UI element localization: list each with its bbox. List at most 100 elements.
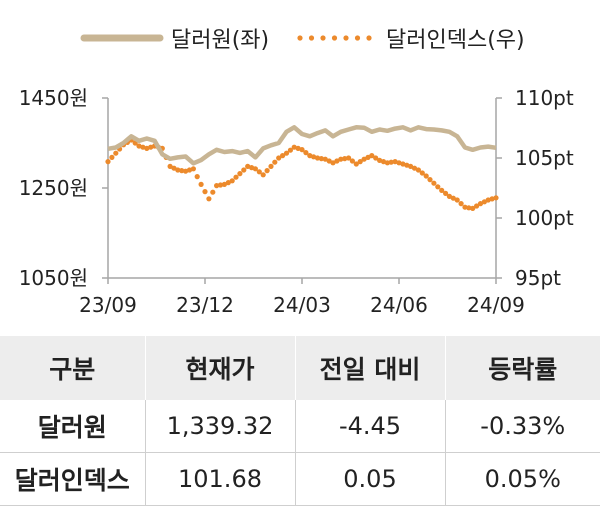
data-point [314,155,321,161]
data-point [202,189,208,195]
data-point [373,155,379,161]
data-point [148,144,154,150]
data-point [415,167,421,173]
data-point [338,156,344,162]
data-point [353,161,359,167]
header-change: 전일 대비 [295,336,446,400]
data-point [210,189,216,195]
table-header-row: 구분 현재가 전일 대비 등락률 [0,336,600,400]
data-point [474,203,480,209]
data-point [198,181,204,187]
data-point [214,183,220,189]
series-dollar-index [105,137,499,211]
header-rate: 등락률 [445,336,600,400]
series-usdkrw-line [107,125,497,166]
legend-dot [297,35,303,41]
data-point [136,143,142,149]
legend-label-dollar-index: 달러인덱스(우) [386,28,525,53]
data-point [377,157,383,163]
legend-dot [366,35,372,41]
data-point [349,158,355,164]
data-point [311,154,317,160]
data-point [388,159,394,165]
row-name: 달러인덱스 [0,452,146,506]
legend-dot [331,35,338,41]
data-point [283,150,290,156]
data-point [233,174,239,180]
x-tick-label: 24/09 [467,293,525,317]
data-point [485,197,491,203]
data-point [322,156,328,162]
header-category: 구분 [0,336,146,400]
x-tick-label: 23/09 [79,293,137,317]
data-point [276,155,282,161]
x-tick-label: 24/06 [370,293,428,317]
data-point [458,201,464,207]
data-point [411,165,418,171]
data-point [477,201,484,207]
data-point [221,181,227,187]
data-point [109,154,115,160]
x-tick-label: 23/12 [176,293,234,317]
data-point [272,159,278,165]
data-point [419,170,425,176]
data-point [186,167,193,173]
data-point [260,172,266,178]
row-change: 0.05 [295,452,446,506]
data-point [318,156,324,162]
data-point [245,163,251,169]
data-point [217,182,224,188]
data-point [229,178,235,184]
data-point [392,159,398,165]
y-right-axis: 110pt 105pt 100pt 95pt [496,86,574,290]
data-point [435,184,441,190]
table-row: 달러원 1,339.32 -4.45 -0.33% [0,400,600,453]
data-point [396,160,402,166]
legend-dot [320,35,326,41]
data-point [175,167,181,173]
data-point [206,196,212,202]
legend-label-usdkrw: 달러원(좌) [171,28,269,53]
data-point [264,168,270,174]
y-right-tick-label: 105pt [515,146,574,170]
data-point [342,156,348,162]
data-point [268,163,274,169]
data-point [299,147,305,153]
data-point [287,147,293,153]
data-point [225,180,231,186]
row-change: -4.45 [295,400,446,453]
y-left-tick-label: 1250원 [19,176,88,200]
header-price: 현재가 [145,336,296,400]
x-tick-label: 24/03 [273,293,331,317]
data-point [330,160,336,166]
data-point [190,166,196,172]
data-point [423,173,429,179]
data-point [357,159,363,165]
legend-dot [354,35,361,41]
data-point [400,161,406,167]
data-point [256,169,262,175]
data-point [113,150,119,156]
data-point [241,167,247,173]
data-point [466,205,472,211]
data-point [408,163,414,169]
data-point [167,163,173,169]
data-point [454,197,460,203]
data-point [105,159,111,165]
data-point [237,171,243,177]
y-right-tick-label: 95pt [515,266,561,290]
data-point [346,155,352,161]
fx-quote-table: 구분 현재가 전일 대비 등락률 달러원 1,339.32 -4.45 -0.3… [0,336,600,506]
y-left-axis: 1450원 1250원 1050원 [19,86,108,290]
data-point [489,196,495,202]
row-name: 달러원 [0,400,146,453]
data-point [446,193,452,199]
data-point [369,153,375,159]
legend-dot [308,35,315,41]
y-right-tick-label: 110pt [515,86,574,110]
data-point [380,159,387,165]
data-point [295,145,301,151]
data-point [443,190,449,196]
y-left-tick-label: 1050원 [19,266,88,290]
data-point [493,195,499,201]
